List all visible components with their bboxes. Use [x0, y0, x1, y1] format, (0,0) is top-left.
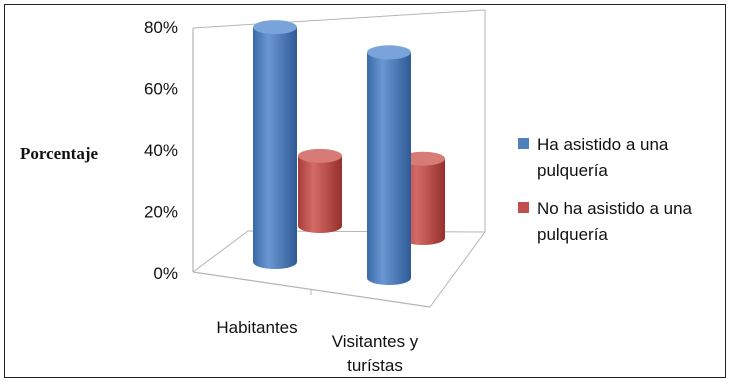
- bar-asistido: [253, 20, 297, 270]
- cylinder-body: [367, 52, 411, 285]
- y-tick-label: 40%: [144, 141, 178, 160]
- legend-swatch: [518, 138, 529, 149]
- y-tick-label: 80%: [144, 18, 178, 37]
- back-wall-left-edge: [192, 9, 486, 29]
- legend: Ha asistido a una pulquería No ha asistido…: [518, 135, 693, 244]
- y-tick-label: 20%: [144, 203, 178, 222]
- bar-no-asistido: [298, 148, 342, 233]
- cylinder-top: [367, 45, 411, 60]
- cylinder-body: [253, 27, 297, 270]
- legend-swatch: [518, 202, 529, 213]
- y-axis-label: Porcentaje: [20, 144, 98, 163]
- cylinder-top: [401, 151, 445, 166]
- legend-label: Ha asistido a una: [537, 135, 669, 154]
- bar-asistido: [367, 45, 411, 285]
- cylinder-body: [298, 155, 342, 233]
- legend-label: No ha asistido a una: [537, 199, 693, 218]
- bar-no-asistido: [401, 151, 445, 245]
- category-label: Habitantes: [216, 318, 297, 337]
- legend-label: pulquería: [537, 225, 608, 244]
- y-tick-label: 60%: [144, 80, 178, 99]
- axes-frame: [192, 9, 486, 308]
- chart-frame: [4, 4, 726, 378]
- y-tick-label: 0%: [153, 264, 178, 283]
- floor-left-edge: [192, 230, 249, 273]
- category-label: Visitantes y: [332, 332, 419, 351]
- y-tick-labels: 0% 20% 40% 60% 80%: [144, 18, 178, 283]
- bars: [253, 20, 445, 285]
- legend-label: pulquería: [537, 161, 608, 180]
- cylinder-top: [253, 20, 297, 35]
- category-labels: Habitantes Visitantes y turístas: [216, 318, 418, 375]
- category-label: turístas: [347, 356, 403, 375]
- cylinder-body: [401, 158, 445, 245]
- cylinder-top: [298, 148, 342, 163]
- floor-right-edge: [429, 231, 486, 308]
